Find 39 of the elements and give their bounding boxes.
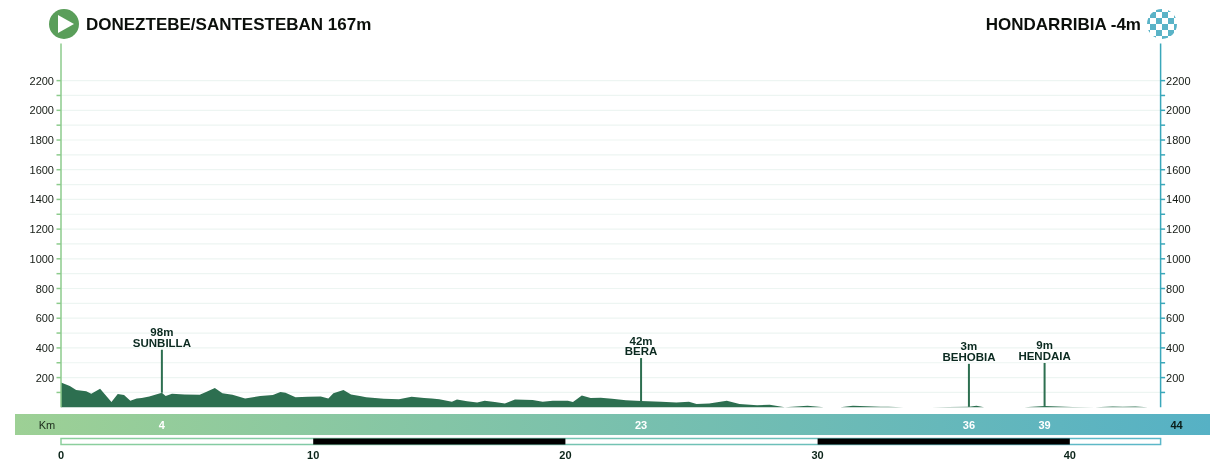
x2-axis-title: Km — [38, 419, 56, 431]
y-tick-label: 600 — [35, 312, 54, 325]
y2-tick-label: 800 — [1166, 282, 1185, 295]
y-tick-label: 1600 — [29, 163, 54, 176]
y-tick-label: 1400 — [29, 193, 54, 206]
x-tick-label: 20 — [559, 448, 572, 461]
y2-tick-label: 200 — [1166, 371, 1185, 384]
annotation: 3m BEHOBIA — [942, 340, 996, 363]
y-tick-label: 1000 — [29, 252, 54, 265]
annotation: 98m SUNBILLA — [132, 326, 191, 349]
y-tick-label: 2000 — [29, 104, 54, 117]
y-tick-label: 200 — [35, 371, 54, 384]
y2-tick-label: 1200 — [1166, 223, 1191, 236]
y2-tick-label: 600 — [1166, 312, 1185, 325]
y2-tick-label: 1400 — [1166, 193, 1191, 206]
y-tick-label: 800 — [35, 282, 54, 295]
y2-tick-label: 2000 — [1166, 104, 1191, 117]
x2-tick-label: 39 — [1038, 419, 1051, 431]
text: 44 — [1170, 419, 1184, 431]
chart-subtitle: HONDARRIBIA -4m — [985, 15, 1141, 34]
y-tick-label: 2200 — [29, 74, 54, 87]
y-tick-label: 1200 — [29, 223, 54, 236]
annotation: 42m BERA — [624, 334, 658, 358]
x2-tick-label: 36 — [962, 419, 976, 431]
y2-tick-label: 1600 — [1166, 163, 1191, 176]
y2-tick-label: 400 — [1166, 341, 1185, 354]
x2-tick-label: 23 — [634, 419, 648, 431]
y2-tick-label: 1000 — [1166, 252, 1191, 265]
x-tick-label: 0 — [57, 448, 65, 461]
y2-tick-label: 2200 — [1166, 74, 1191, 87]
x-tick-label: 10 — [307, 448, 320, 461]
x-tick-label: 30 — [811, 448, 824, 461]
x-tick-label: 40 — [1063, 448, 1076, 461]
annotation: 9m HENDAIA — [1018, 339, 1071, 362]
x2-tick-label: 4 — [158, 419, 166, 431]
chart-title: DONEZTEBE/SANTESTEBAN 167m — [86, 15, 372, 34]
y-tick-label: 1800 — [29, 134, 54, 147]
y-tick-label: 400 — [35, 341, 54, 354]
y2-tick-label: 1800 — [1166, 134, 1191, 147]
